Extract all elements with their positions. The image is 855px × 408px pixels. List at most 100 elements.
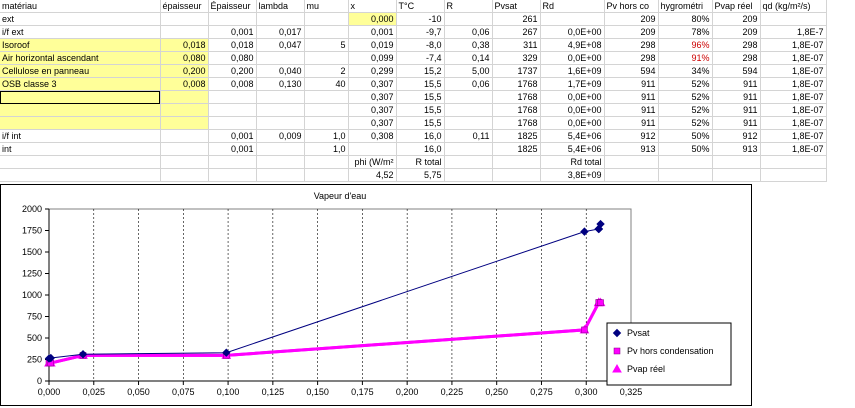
cell[interactable]: 911 (712, 103, 761, 117)
cell[interactable]: 34% (658, 64, 713, 78)
cell[interactable]: 0,001 (208, 129, 257, 143)
cell[interactable] (444, 155, 493, 169)
cell[interactable]: 1825 (492, 142, 541, 156)
cell[interactable]: 0,0E+00 (540, 25, 605, 39)
cell[interactable]: 913 (712, 142, 761, 156)
cell[interactable]: 0,06 (444, 77, 493, 91)
cell[interactable] (160, 90, 209, 104)
cell[interactable] (208, 103, 257, 117)
cell[interactable] (492, 155, 541, 169)
cell[interactable]: 0,0E+00 (540, 51, 605, 65)
cell[interactable]: 209 (604, 25, 659, 39)
cell[interactable]: 911 (712, 77, 761, 91)
cell[interactable] (492, 168, 541, 182)
cell[interactable]: 15,5 (396, 77, 445, 91)
cell[interactable]: 267 (492, 25, 541, 39)
cell[interactable]: 0,000 (348, 12, 397, 26)
cell[interactable] (0, 168, 161, 182)
cell[interactable]: 912 (712, 129, 761, 143)
cell[interactable]: 2 (304, 64, 349, 78)
cell[interactable] (160, 25, 209, 39)
cell[interactable]: 0,200 (208, 64, 257, 78)
cell[interactable] (760, 12, 827, 26)
cell[interactable]: 1768 (492, 77, 541, 91)
column-header[interactable]: Rd (540, 0, 605, 13)
cell[interactable] (256, 51, 305, 65)
cell[interactable] (444, 12, 493, 26)
cell[interactable]: 1,8E-07 (760, 90, 827, 104)
cell[interactable]: 0,0E+00 (540, 116, 605, 130)
cell[interactable] (160, 168, 209, 182)
cell[interactable]: 911 (712, 90, 761, 104)
cell[interactable]: -10 (396, 12, 445, 26)
column-header[interactable]: mu (304, 0, 349, 13)
column-header[interactable]: Pvap réel (712, 0, 761, 13)
cell[interactable]: 1,8E-07 (760, 38, 827, 52)
cell[interactable] (256, 168, 305, 182)
cell[interactable]: 0,040 (256, 64, 305, 78)
cell[interactable]: 1,0 (304, 142, 349, 156)
cell[interactable] (160, 12, 209, 26)
cell[interactable]: 5,75 (396, 168, 445, 182)
cell[interactable] (304, 116, 349, 130)
cell[interactable] (256, 103, 305, 117)
cell[interactable] (256, 90, 305, 104)
cell[interactable]: 298 (712, 38, 761, 52)
column-header[interactable]: T°C (396, 0, 445, 13)
cell[interactable] (304, 51, 349, 65)
cell[interactable]: 0,307 (348, 77, 397, 91)
cell[interactable]: 0,099 (348, 51, 397, 65)
cell[interactable] (256, 155, 305, 169)
cell[interactable]: 209 (604, 12, 659, 26)
cell[interactable]: 0,001 (208, 142, 257, 156)
cell[interactable] (604, 168, 659, 182)
cell[interactable]: phi (W/m² (348, 155, 397, 169)
cell[interactable] (160, 116, 209, 130)
cell[interactable]: 1,8E-07 (760, 142, 827, 156)
cell[interactable]: 4,9E+08 (540, 38, 605, 52)
cell[interactable]: 0,38 (444, 38, 493, 52)
cell[interactable]: 96% (658, 38, 713, 52)
column-header[interactable]: matériau (0, 0, 161, 13)
cell[interactable]: 0,080 (160, 51, 209, 65)
cell[interactable]: 911 (712, 116, 761, 130)
column-header[interactable]: Épaisseur (208, 0, 257, 13)
cell[interactable]: 3,8E+09 (540, 168, 605, 182)
cell[interactable] (256, 12, 305, 26)
cell[interactable]: 0,008 (160, 77, 209, 91)
cell[interactable] (208, 116, 257, 130)
cell[interactable]: 15,5 (396, 116, 445, 130)
cell[interactable]: 5,00 (444, 64, 493, 78)
cell[interactable]: Rd total (540, 155, 605, 169)
cell[interactable]: 0,307 (348, 90, 397, 104)
cell[interactable]: 912 (604, 129, 659, 143)
cell[interactable]: 594 (712, 64, 761, 78)
cell[interactable] (658, 155, 713, 169)
cell[interactable] (304, 155, 349, 169)
cell[interactable]: 329 (492, 51, 541, 65)
cell[interactable] (256, 116, 305, 130)
cell[interactable] (208, 12, 257, 26)
cell[interactable]: Cellulose en panneau (0, 64, 161, 78)
cell[interactable]: 80% (658, 12, 713, 26)
cell[interactable]: 5,4E+06 (540, 129, 605, 143)
cell[interactable]: 1,8E-07 (760, 77, 827, 91)
cell[interactable]: Isoroof (0, 38, 161, 52)
column-header[interactable]: R (444, 0, 493, 13)
cell[interactable] (658, 168, 713, 182)
column-header[interactable]: hygrométri (658, 0, 713, 13)
cell[interactable] (304, 12, 349, 26)
cell[interactable] (604, 155, 659, 169)
cell[interactable]: 911 (604, 103, 659, 117)
cell[interactable]: 16,0 (396, 129, 445, 143)
cell[interactable]: 0,06 (444, 25, 493, 39)
cell[interactable]: 0,307 (348, 103, 397, 117)
column-header[interactable]: qd (kg/m²/s) (760, 0, 827, 13)
cell[interactable]: 78% (658, 25, 713, 39)
cell[interactable]: int (0, 142, 161, 156)
cell[interactable]: 1768 (492, 90, 541, 104)
cell[interactable]: 0,130 (256, 77, 305, 91)
cell[interactable]: -7,4 (396, 51, 445, 65)
cell[interactable]: 1,8E-07 (760, 129, 827, 143)
cell[interactable]: OSB classe 3 (0, 77, 161, 91)
